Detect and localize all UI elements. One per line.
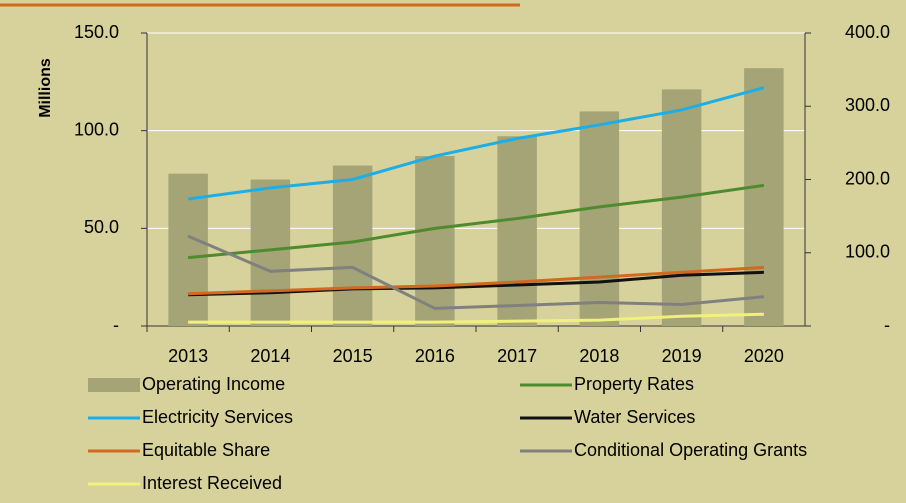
y-axis-label: Millions: [37, 58, 54, 118]
x-tick-label: 2014: [250, 346, 290, 366]
y2-tick-label: 200.0: [845, 168, 890, 188]
legend-label: Water Services: [574, 407, 695, 427]
line: [187, 86, 765, 201]
x-tick-label: 2016: [415, 346, 455, 366]
legend-label: Property Rates: [574, 374, 694, 394]
bar: [661, 89, 702, 326]
legend-label: Electricity Services: [142, 407, 293, 427]
bar: [250, 179, 291, 326]
y2-tick-label: -: [884, 315, 890, 335]
legend-label: Conditional Operating Grants: [574, 440, 807, 460]
legend-label: Interest Received: [142, 473, 282, 493]
bar: [415, 156, 455, 326]
bar: [332, 165, 373, 326]
line: [187, 183, 765, 260]
x-tick-label: 2019: [662, 346, 702, 366]
line: [188, 265, 764, 296]
line: [188, 270, 764, 297]
x-tick-label: 2020: [744, 346, 784, 366]
legend-label: Operating Income: [142, 374, 285, 394]
legend-swatch: [88, 378, 140, 392]
x-tick-label: 2015: [333, 346, 373, 366]
plot-area: [146, 32, 806, 327]
bar: [497, 136, 537, 326]
y2-tick-label: 300.0: [845, 95, 890, 115]
x-tick-label: 2017: [497, 346, 537, 366]
y-tick-label: 100.0: [74, 119, 119, 139]
line: [188, 312, 764, 324]
y2-tick-label: 100.0: [845, 242, 890, 262]
y-tick-label: -: [113, 315, 119, 335]
y-tick-label: 150.0: [74, 22, 119, 42]
bar: [579, 111, 620, 326]
y2-tick-label: 400.0: [845, 22, 890, 42]
line: [187, 234, 765, 310]
bar: [744, 68, 784, 326]
x-tick-label: 2018: [579, 346, 619, 366]
y-tick-label: 50.0: [84, 217, 119, 237]
legend-label: Equitable Share: [142, 440, 270, 460]
x-tick-label: 2013: [168, 346, 208, 366]
